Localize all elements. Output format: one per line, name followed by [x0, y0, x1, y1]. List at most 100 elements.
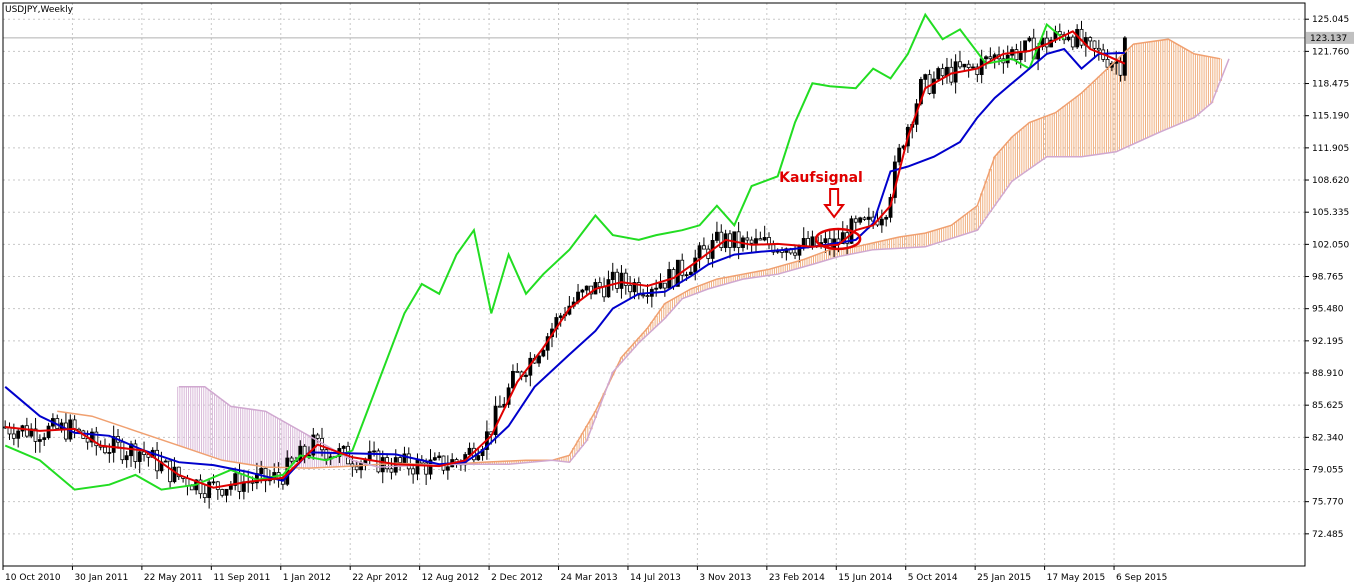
y-tick-label: 108.620: [1312, 176, 1349, 186]
current-price-label: 123.137: [1310, 34, 1347, 44]
candle-body: [315, 434, 320, 439]
candle-body: [715, 231, 719, 241]
candle-body: [632, 282, 637, 293]
y-tick-label: 92.195: [1312, 337, 1344, 347]
candle-body: [24, 425, 29, 437]
candle-body: [46, 425, 51, 439]
candle-body: [16, 430, 21, 439]
candle-body: [971, 66, 975, 69]
candle-body: [411, 468, 416, 475]
candle-body: [207, 481, 212, 499]
x-tick-label: 2 Dec 2012: [491, 573, 543, 583]
candle-body: [64, 422, 68, 440]
signal-label: Kaufsignal: [779, 170, 863, 186]
candle-body: [597, 282, 602, 288]
candle-body: [372, 450, 376, 453]
candle-body: [189, 485, 194, 491]
y-tick-label: 115.190: [1312, 112, 1349, 122]
kijun-sen-line: [4, 47, 1125, 482]
candle-body: [602, 286, 607, 298]
x-tick-label: 30 Jan 2011: [74, 573, 128, 583]
y-tick-label: 95.480: [1312, 305, 1344, 315]
y-tick-label: 118.475: [1312, 80, 1349, 90]
candle-body: [975, 66, 980, 76]
candle-body: [745, 237, 750, 241]
candle-body: [511, 370, 515, 389]
candle-body: [133, 443, 138, 462]
candle-body: [272, 472, 277, 478]
x-tick-label: 11 Sep 2011: [213, 573, 270, 583]
candle-body: [610, 271, 615, 281]
candle-body: [615, 271, 620, 289]
chikou-span-line: [4, 12, 1065, 491]
x-tick-label: 5 Oct 2014: [908, 573, 958, 583]
candle-body: [228, 485, 233, 490]
candle-body: [1014, 49, 1019, 61]
x-tick-label: 22 May 2011: [144, 573, 203, 583]
candle-body: [120, 441, 125, 461]
candle-body: [884, 216, 889, 220]
candle-body: [298, 445, 303, 461]
x-tick-label: 23 Feb 2014: [769, 573, 825, 583]
candle-body: [324, 449, 329, 460]
candle-body: [289, 457, 294, 462]
annotation-group: Kaufsignal: [779, 170, 863, 251]
candle-body: [758, 238, 763, 241]
candle-body: [398, 457, 403, 463]
x-tick-label: 3 Nov 2013: [699, 573, 751, 583]
candle-body: [962, 63, 967, 68]
candle-body: [1088, 37, 1093, 42]
candle-body: [662, 282, 667, 289]
candle-body: [172, 466, 177, 483]
candle-body: [584, 285, 589, 291]
candle-body: [1066, 36, 1071, 41]
candle-body: [111, 436, 116, 453]
y-tick-label: 88.910: [1312, 369, 1344, 379]
candle-body: [688, 271, 693, 276]
candle-body: [623, 272, 628, 286]
candle-body: [163, 460, 168, 463]
signal-ellipse: [814, 227, 862, 251]
candle-body: [558, 315, 563, 318]
candle-body: [211, 481, 216, 484]
y-tick-label: 102.050: [1312, 240, 1349, 250]
candle-body: [862, 217, 867, 220]
plot-frame: [2, 2, 1306, 567]
candle-body: [645, 295, 650, 297]
candle-body: [42, 437, 47, 440]
candle-body: [363, 459, 368, 464]
current-price-box: [1306, 31, 1354, 44]
candle-body: [840, 232, 845, 245]
candle-body: [697, 245, 702, 259]
x-tick-label: 24 Mar 2013: [561, 573, 618, 583]
candle-body: [541, 349, 546, 357]
candle-body: [220, 489, 225, 496]
x-tick-label: 1 Jan 2012: [283, 573, 331, 583]
candle-body: [1079, 28, 1084, 46]
candle-body: [793, 252, 797, 256]
y-tick-label: 75.770: [1312, 498, 1344, 508]
candle-body: [918, 78, 923, 105]
candle-body: [37, 439, 42, 442]
candle-body: [1027, 37, 1032, 42]
candle-body: [684, 274, 689, 277]
candle-body: [1122, 37, 1127, 76]
candle-body: [1096, 47, 1101, 51]
candle-body: [897, 147, 902, 163]
candle-body: [1070, 36, 1075, 48]
candle-body: [90, 431, 94, 443]
x-tick-label: 6 Sep 2015: [1116, 573, 1167, 583]
candle-body: [445, 466, 450, 471]
candle-body: [736, 231, 741, 248]
candle-body: [359, 462, 363, 471]
candle-body: [966, 63, 971, 68]
candle-body: [853, 218, 858, 223]
senkou-span-a-line: [57, 38, 1221, 469]
candle-body: [858, 217, 863, 223]
candle-body: [936, 68, 941, 80]
x-tick-label: 17 May 2015: [1047, 573, 1106, 583]
candle-body: [11, 433, 16, 439]
y-tick-label: 98.765: [1312, 273, 1344, 283]
